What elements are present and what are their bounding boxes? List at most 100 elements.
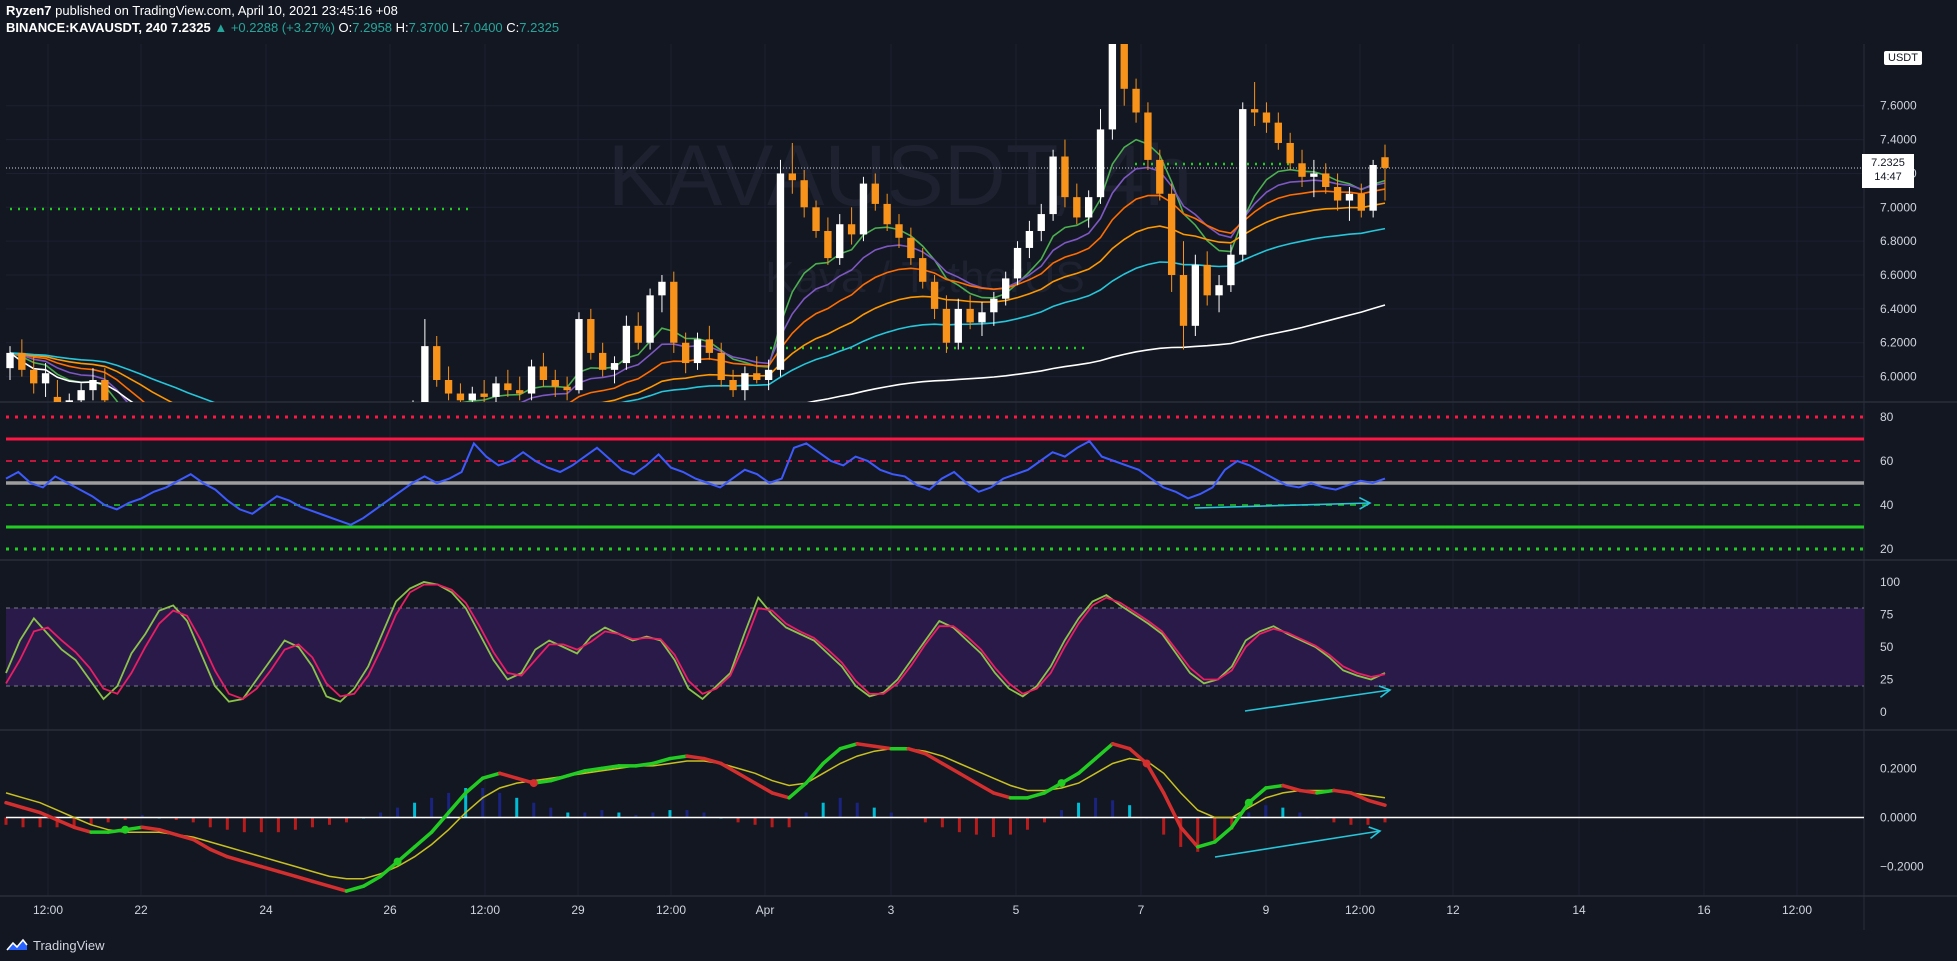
macd-line-segment bbox=[497, 771, 519, 780]
macd-histogram-bar bbox=[651, 812, 655, 818]
currency-badge[interactable]: USDT bbox=[1884, 51, 1922, 65]
macd-pane[interactable] bbox=[4, 742, 1865, 893]
tradingview-logo-icon[interactable] bbox=[6, 937, 28, 953]
bull-candle bbox=[89, 379, 97, 391]
macd-histogram-bar bbox=[617, 812, 621, 818]
price-tick-label: 6.6000 bbox=[1880, 268, 1917, 282]
macd-line-segment bbox=[242, 859, 264, 869]
macd-histogram-bar bbox=[1043, 817, 1047, 823]
bear-candle bbox=[53, 396, 62, 402]
bear-candle bbox=[1250, 109, 1259, 113]
bull-candle bbox=[990, 298, 998, 313]
macd-line-segment bbox=[327, 884, 349, 893]
rsi-line bbox=[5, 439, 1386, 526]
author-name[interactable]: Ryzen7 bbox=[6, 3, 52, 18]
bear-candle bbox=[681, 342, 690, 364]
bear-candle bbox=[516, 390, 524, 394]
macd-line-segment bbox=[1332, 788, 1353, 795]
macd-line-segment bbox=[55, 818, 76, 830]
macd-histogram-bar bbox=[1366, 817, 1370, 825]
macd-histogram-bar bbox=[838, 797, 842, 818]
macd-line-segment bbox=[549, 773, 570, 783]
low-label: L: bbox=[452, 20, 463, 35]
bull-candle bbox=[1084, 197, 1093, 218]
bull-candle bbox=[41, 373, 50, 384]
rsi-tick-label: 80 bbox=[1880, 410, 1894, 424]
ema-34-line bbox=[9, 202, 1386, 402]
bear-candle bbox=[966, 308, 974, 323]
macd-line-segment bbox=[208, 847, 230, 859]
bear-candle bbox=[1120, 41, 1128, 89]
macd-line-segment bbox=[923, 751, 945, 766]
stoch-tick-label: 0 bbox=[1880, 705, 1887, 719]
current-price-value: 7.2325 bbox=[1871, 157, 1905, 169]
ohlc-high: H:7.3700 bbox=[396, 20, 449, 35]
high-value: 7.3700 bbox=[408, 20, 449, 35]
open-label: O: bbox=[338, 20, 353, 35]
bear-candle bbox=[563, 386, 571, 391]
divergence-arrow-head bbox=[1378, 685, 1392, 698]
macd-line-segment bbox=[702, 756, 723, 766]
macd-histogram-bar bbox=[1060, 810, 1064, 818]
macd-histogram-bar bbox=[140, 815, 144, 818]
macd-line-segment bbox=[787, 781, 808, 800]
bear-candle bbox=[907, 237, 915, 259]
bear-candle bbox=[587, 319, 595, 353]
macd-line-segment bbox=[651, 756, 672, 766]
macd-line-segment bbox=[1230, 800, 1251, 830]
macd-line-segment bbox=[225, 854, 247, 864]
macd-line-segment bbox=[412, 830, 434, 849]
price-tick-label: 6.0000 bbox=[1880, 370, 1917, 384]
bear-candle bbox=[551, 379, 559, 387]
bull-candle bbox=[693, 339, 702, 364]
divergence-arrow-head bbox=[1368, 826, 1382, 839]
bull-candle bbox=[468, 393, 476, 401]
axis-labels: 8.00007.60007.40007.20007.00006.80006.60… bbox=[33, 31, 1924, 917]
bull-candle bbox=[1108, 41, 1117, 130]
macd-line-segment bbox=[1315, 788, 1336, 795]
tradingview-brand[interactable]: TradingView bbox=[33, 938, 105, 953]
bull-candle bbox=[527, 366, 536, 394]
macd-histogram-bar bbox=[1094, 797, 1098, 818]
bear-candle bbox=[942, 308, 951, 343]
macd-histogram-bar bbox=[1281, 807, 1285, 818]
bear-candle bbox=[1333, 186, 1342, 201]
bull-candle bbox=[1013, 247, 1022, 279]
bear-candle bbox=[1322, 173, 1330, 187]
macd-line-segment bbox=[21, 805, 42, 815]
macd-histogram-bar bbox=[787, 817, 791, 828]
current-price-label: 7.2325 14:47 bbox=[1862, 154, 1914, 188]
macd-histogram-bar bbox=[123, 817, 127, 820]
bear-candle bbox=[895, 224, 903, 238]
bear-candle bbox=[1144, 112, 1152, 160]
stoch-rsi-pane[interactable] bbox=[5, 581, 1864, 703]
macd-line-segment bbox=[310, 879, 332, 888]
price-change: ▲ +0.2288 (+3.27%) bbox=[214, 20, 335, 35]
macd-histogram-bar bbox=[991, 817, 995, 838]
rsi-pane[interactable] bbox=[5, 415, 1864, 551]
macd-line-segment bbox=[583, 766, 604, 773]
divergence-arrow bbox=[1244, 689, 1391, 712]
bull-candle bbox=[1037, 214, 1045, 232]
bull-candle bbox=[1002, 278, 1010, 299]
ohlc-low: L:7.0400 bbox=[452, 20, 503, 35]
price-pane[interactable] bbox=[6, 24, 1864, 545]
bull-candle bbox=[1191, 264, 1200, 326]
bear-candle bbox=[812, 207, 820, 232]
bear-candle bbox=[1156, 159, 1164, 194]
macd-histogram-bar bbox=[447, 792, 451, 818]
price-tick-label: 6.2000 bbox=[1880, 336, 1917, 350]
macd-histogram-bar bbox=[464, 788, 468, 818]
symbol-label[interactable]: BINANCE:KAVAUSDT, 240 bbox=[6, 20, 168, 35]
rsi-tick-label: 60 bbox=[1880, 454, 1894, 468]
macd-histogram-bar bbox=[481, 788, 485, 818]
macd-cross-dot bbox=[529, 779, 538, 788]
bear-candle bbox=[598, 352, 607, 370]
bull-candle bbox=[1239, 109, 1247, 255]
macd-histogram-bar bbox=[242, 817, 246, 833]
bull-candle bbox=[978, 312, 986, 323]
macd-histogram-bar bbox=[259, 817, 263, 833]
macd-histogram-bar bbox=[293, 817, 297, 830]
time-tick-label: 12:00 bbox=[470, 903, 500, 917]
